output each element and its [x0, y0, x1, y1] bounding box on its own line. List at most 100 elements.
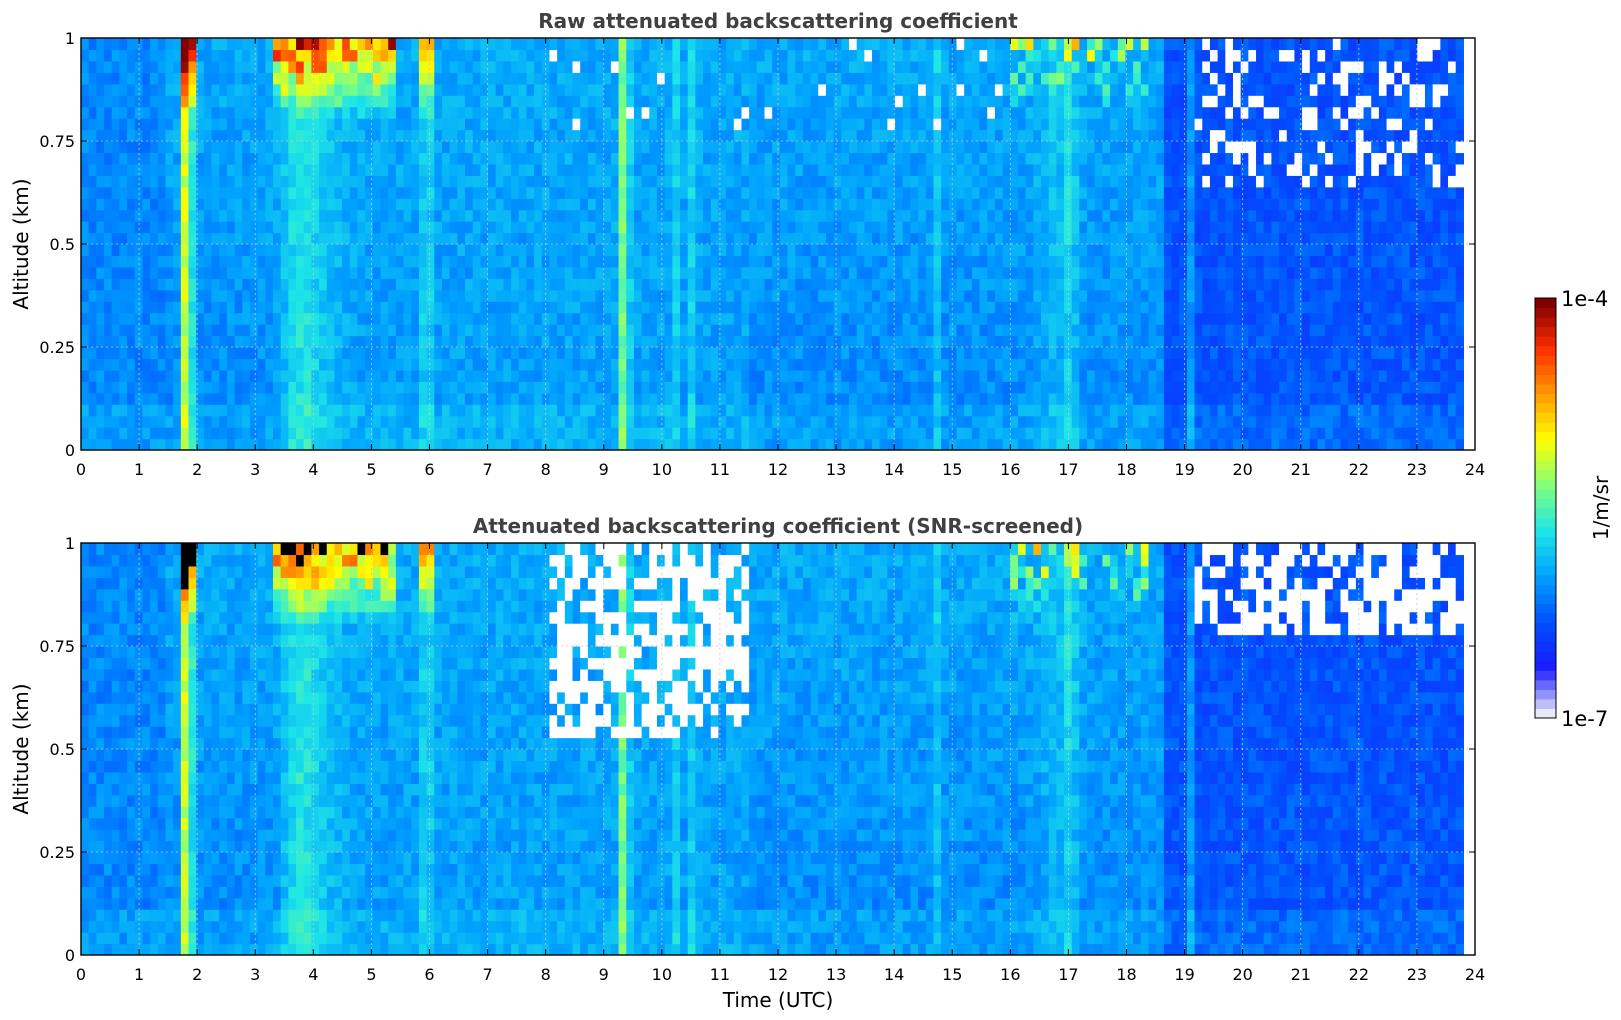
heat-cell — [388, 141, 397, 154]
heat-cell — [979, 358, 988, 371]
heat-cell — [1094, 83, 1104, 96]
heat-cell — [1110, 278, 1119, 291]
heat-cell — [388, 49, 397, 62]
heat-cell — [610, 221, 620, 234]
heat-cell — [587, 381, 597, 394]
heat-cell — [987, 83, 996, 96]
heat-cell — [518, 289, 528, 302]
heat-cell — [1033, 118, 1042, 131]
heat-cell — [334, 266, 343, 279]
heat-cell — [910, 358, 919, 371]
heat-cell — [457, 95, 466, 108]
heat-cell — [695, 404, 704, 417]
heat-cell — [480, 129, 489, 142]
heat-cell — [465, 186, 474, 199]
heat-cell — [234, 266, 243, 279]
heat-cell — [280, 49, 289, 62]
heat-cell — [365, 324, 374, 337]
heat-cell — [1079, 415, 1088, 428]
heat-cell — [334, 221, 343, 234]
heat-cell — [119, 152, 128, 165]
heat-cell — [1017, 198, 1027, 211]
heat-cell — [710, 289, 720, 302]
heat-cell — [680, 129, 689, 142]
heat-cell — [710, 278, 720, 291]
heat-cell — [480, 312, 489, 325]
heat-cell — [687, 95, 696, 108]
heat-cell — [749, 72, 758, 85]
heat-cell — [1117, 438, 1127, 450]
heat-cell — [718, 358, 727, 371]
heat-cell — [150, 347, 159, 360]
heat-cell — [472, 266, 481, 279]
heat-cell — [334, 404, 343, 417]
heat-cell — [1017, 427, 1027, 440]
heat-cell — [518, 324, 528, 337]
heat-cell — [380, 95, 389, 108]
heat-cell — [864, 415, 873, 428]
heat-cell — [833, 198, 842, 211]
heat-cell — [987, 244, 996, 257]
heat-cell — [119, 381, 128, 394]
heat-cell — [203, 404, 213, 417]
heat-cell — [142, 427, 151, 440]
heat-cell — [265, 60, 274, 73]
heat-cell — [802, 95, 812, 108]
heat-cell — [488, 335, 497, 348]
heat-cell — [441, 404, 451, 417]
heat-cell — [488, 438, 497, 450]
heat-cell — [810, 129, 819, 142]
heat-cell — [495, 244, 504, 257]
heat-cell — [1025, 106, 1034, 119]
heat-cell — [488, 324, 497, 337]
heat-cell — [787, 141, 796, 154]
heat-cell — [1071, 141, 1080, 154]
heat-cell — [234, 83, 243, 96]
heat-cell — [1133, 83, 1142, 96]
heat-cell — [1048, 289, 1057, 302]
heat-cell — [1133, 95, 1142, 108]
heat-cell — [472, 244, 481, 257]
heat-cell — [1125, 438, 1134, 450]
heat-cell — [549, 312, 558, 325]
heat-cell — [687, 175, 696, 188]
heat-cell — [925, 335, 935, 348]
heat-cell — [219, 232, 228, 245]
heat-cell — [703, 381, 712, 394]
heat-cell — [956, 175, 965, 188]
heat-cell — [641, 244, 650, 257]
heat-cell — [234, 438, 243, 450]
heat-cell — [687, 392, 696, 405]
heat-cell — [841, 358, 850, 371]
heat-cell — [280, 198, 289, 211]
heat-cell — [465, 381, 474, 394]
heat-cell — [395, 289, 405, 302]
heat-cell — [649, 49, 658, 62]
heat-cell — [265, 118, 274, 131]
heat-cell — [465, 38, 474, 51]
heat-cell — [795, 129, 804, 142]
heat-cell — [649, 60, 658, 73]
heat-cell — [956, 49, 965, 62]
heat-cell — [280, 255, 289, 268]
heat-cell — [1017, 72, 1027, 85]
heat-cell — [656, 221, 666, 234]
heat-cell — [480, 198, 489, 211]
heat-cell — [127, 335, 136, 348]
heat-cell — [357, 232, 366, 245]
heat-cell — [88, 221, 97, 234]
heat-cell — [1002, 255, 1011, 268]
heat-cell — [273, 381, 282, 394]
heat-cell — [403, 49, 412, 62]
heat-cell — [173, 175, 182, 188]
heat-cell — [787, 221, 796, 234]
heat-cell — [1140, 198, 1150, 211]
heat-cell — [319, 324, 328, 337]
heat-cell — [933, 427, 942, 440]
heat-cell — [426, 392, 435, 405]
heat-cell — [718, 392, 727, 405]
heat-cell — [918, 427, 927, 440]
heat-cell — [81, 289, 90, 302]
heat-cell — [787, 255, 796, 268]
heat-cell — [142, 175, 151, 188]
